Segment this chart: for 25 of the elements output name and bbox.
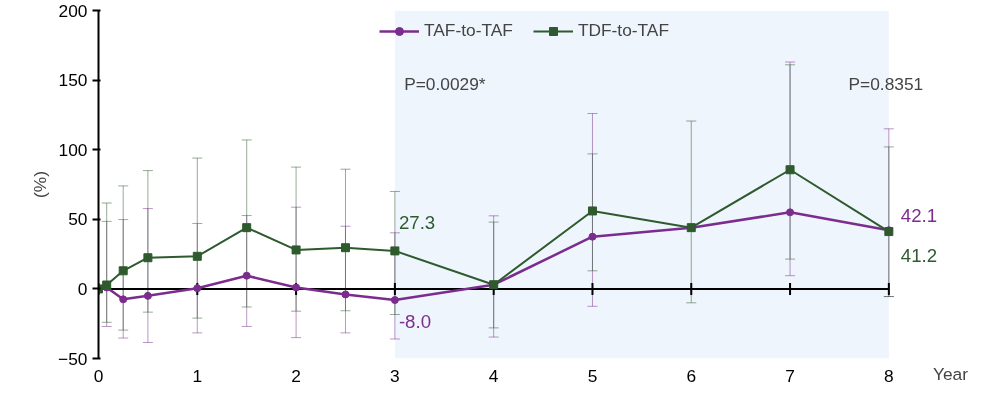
y-tick-label: 100	[58, 139, 88, 160]
x-tick-label: 1	[192, 365, 203, 386]
y-tick-label: 150	[58, 70, 88, 91]
annotation: P=0.8351	[848, 74, 924, 95]
x-tick-label: 4	[488, 365, 499, 386]
annotation: P=0.0029*	[404, 74, 486, 95]
y-axis-title: (%)	[30, 171, 51, 198]
data-label: 27.3	[398, 211, 436, 233]
x-tick-label: 2	[291, 365, 301, 386]
data-label: -8.0	[398, 311, 432, 333]
data-label: 41.2	[900, 244, 938, 266]
y-tick-label: 0	[77, 278, 88, 299]
y-tick-label: −50	[58, 348, 88, 369]
y-tick-label: 200	[58, 0, 88, 21]
legend-label: TAF-to-TAF	[424, 20, 513, 41]
x-tick-label: 0	[93, 365, 104, 386]
x-tick-label: 7	[785, 365, 795, 386]
y-tick-label: 50	[68, 209, 88, 230]
data-label: 42.1	[900, 205, 938, 227]
x-tick-label: 6	[686, 365, 697, 386]
x-tick-label: 8	[884, 365, 894, 386]
legend-label: TDF-to-TAF	[577, 20, 669, 41]
x-tick-label: 3	[390, 365, 400, 386]
x-tick-label: 5	[587, 365, 598, 386]
x-axis-title: Year	[932, 363, 969, 384]
